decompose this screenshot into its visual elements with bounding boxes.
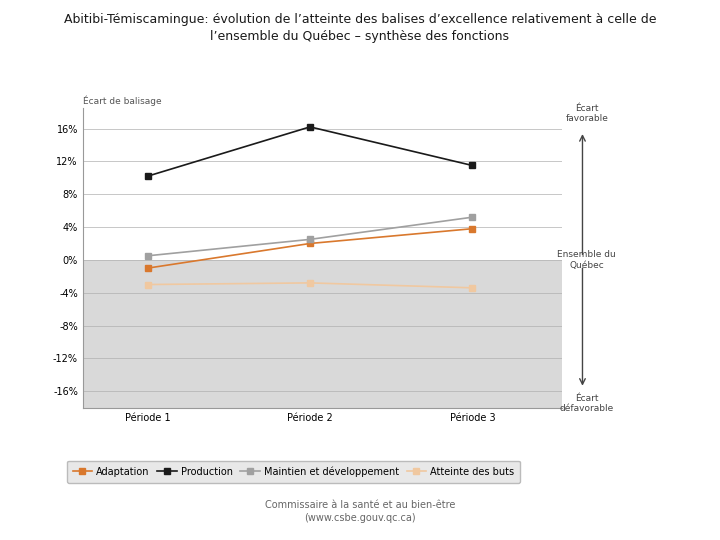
Legend: Adaptation, Production, Maintien et développement, Atteinte des buts: Adaptation, Production, Maintien et déve…: [67, 461, 520, 483]
Text: Écart
favorable: Écart favorable: [565, 104, 608, 123]
Text: Commissaire à la santé et au bien-être: Commissaire à la santé et au bien-être: [265, 500, 455, 510]
Text: Abitibi-Témiscamingue: évolution de l’atteinte des balises d’excellence relative: Abitibi-Témiscamingue: évolution de l’at…: [64, 14, 656, 26]
Text: Ensemble du
Québec: Ensemble du Québec: [557, 250, 616, 269]
Bar: [83, 260, 562, 408]
Text: Écart de balisage: Écart de balisage: [83, 96, 161, 106]
Text: Écart
défavorable: Écart défavorable: [559, 394, 614, 414]
Text: l’ensemble du Québec – synthèse des fonctions: l’ensemble du Québec – synthèse des fonc…: [210, 30, 510, 43]
Text: (www.csbe.gouv.qc.ca): (www.csbe.gouv.qc.ca): [304, 512, 416, 523]
